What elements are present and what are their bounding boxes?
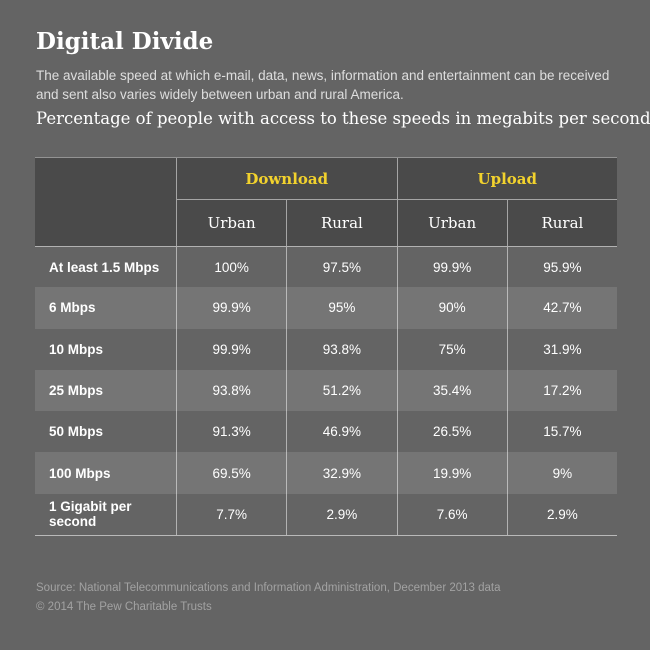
table-cell: 51.2% [286,369,397,412]
table-cell: 95.9% [506,246,617,288]
table-cell: 100% [176,246,287,288]
table-cell: 97.5% [286,246,397,288]
source-note: Source: National Telecommunications and … [36,582,501,594]
table-cell: 46.9% [286,411,396,453]
table-cell: 99.9% [176,328,286,370]
column-group-upload: Upload [396,158,617,199]
table-cell: 99.9% [396,246,507,288]
table-cell: 2.9% [286,493,396,536]
table-cell: 19.9% [396,452,507,494]
table-cell: 93.8% [176,369,287,412]
column-header-download-rural: Rural [286,199,397,246]
row-label: 6 Mbps [35,287,176,329]
table-cell: 7.7% [176,493,286,536]
table-cell: 9% [506,452,617,494]
table-cell: 93.8% [286,328,396,370]
table-cell: 32.9% [286,452,397,494]
table-cell: 17.2% [506,369,617,412]
row-label: 100 Mbps [35,452,176,494]
table-cell: 90% [396,287,507,329]
table-lead-in: Percentage of people with access to thes… [36,109,650,128]
table-cell: 26.5% [396,411,507,453]
column-header-upload-urban: Urban [396,199,507,246]
table-cell: 42.7% [506,287,617,329]
table-cell: 69.5% [176,452,287,494]
row-label: 1 Gigabit per second [49,499,132,530]
column-group-download: Download [176,158,397,199]
row-label: At least 1.5 Mbps [35,246,176,287]
table-cell: 75% [396,328,507,370]
page-title: Digital Divide [36,28,214,55]
table-cell: 2.9% [506,493,617,536]
table-cell: 35.4% [396,369,507,412]
column-header-download-urban: Urban [176,199,287,246]
row-label: 25 Mbps [35,369,176,412]
speed-access-table: Download Upload Urban Rural Urban Rural … [35,157,617,537]
table-cell: 95% [286,287,397,329]
column-header-upload-rural: Rural [506,199,617,246]
table-corner-cell [35,158,176,246]
row-label: 50 Mbps [49,424,104,440]
page-subtitle: The available speed at which e-mail, dat… [36,68,610,102]
table-cell: 15.7% [506,411,617,453]
row-label: 10 Mbps [49,341,104,357]
table-cell: 99.9% [176,287,287,329]
table-cell: 31.9% [506,328,617,370]
table-cell: 7.6% [396,493,507,536]
copyright-note: © 2014 The Pew Charitable Trusts [36,601,212,613]
table-cell: 91.3% [176,411,286,453]
